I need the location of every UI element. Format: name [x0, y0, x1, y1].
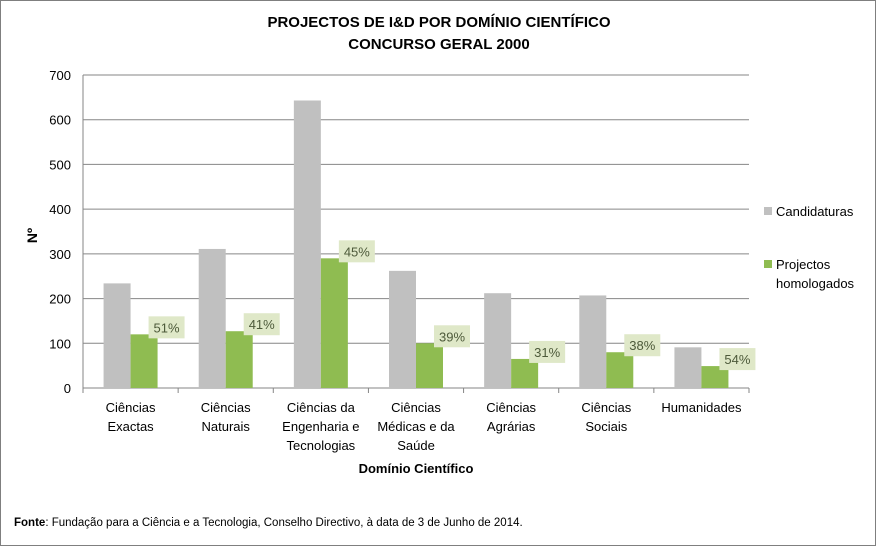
- data-label: 54%: [724, 352, 750, 367]
- x-category-label: Ciências da: [287, 400, 356, 415]
- x-category-label: Exactas: [107, 419, 154, 434]
- data-label-box: [529, 340, 566, 363]
- x-category-label: Agrárias: [487, 419, 536, 434]
- y-tick-label: 200: [49, 292, 71, 307]
- x-category-label: Ciências: [486, 400, 536, 415]
- source-text: : Fundação para a Ciência e a Tecnologia…: [45, 517, 523, 529]
- bar-projectos-homologados: [416, 343, 443, 388]
- x-category-label: Ciências: [391, 400, 441, 415]
- x-category-label: Saúde: [397, 438, 435, 453]
- data-label-box: [434, 325, 470, 348]
- bar-projectos-homologados: [320, 258, 348, 388]
- chart-title-line2: CONCURSO GERAL 2000: [348, 36, 530, 53]
- bar-candidaturas: [293, 100, 321, 388]
- bar-candidaturas: [389, 270, 416, 388]
- x-category-label: Ciências: [201, 400, 251, 415]
- data-label-box: [338, 240, 375, 263]
- legend-label: homologados: [776, 276, 855, 291]
- data-label-box: [148, 316, 185, 339]
- y-tick-label: 300: [49, 247, 71, 262]
- x-category-label: Ciências: [106, 400, 156, 415]
- y-tick-label: 100: [49, 336, 71, 351]
- bar-projectos-homologados: [606, 352, 634, 388]
- y-tick-label: 500: [49, 157, 71, 172]
- x-category-label: Naturais: [202, 419, 251, 434]
- y-tick-label: 0: [64, 381, 71, 396]
- bar-chart: 0 100 200 300 400 500 600 700 Nº 51% 41% 45% 39% 31% 3…: [24, 68, 855, 476]
- x-category-label: Engenharia e: [282, 419, 359, 434]
- legend-label: Candidaturas: [776, 204, 854, 219]
- data-label-box: [719, 348, 756, 371]
- bar-candidaturas: [198, 248, 226, 388]
- bar-projectos-homologados: [225, 331, 253, 388]
- data-label: 38%: [629, 338, 655, 353]
- x-category-label: Sociais: [585, 419, 627, 434]
- legend-label: Projectos: [776, 257, 831, 272]
- y-tick-label: 700: [49, 68, 71, 83]
- data-label: 41%: [249, 317, 275, 332]
- x-category-label: Médicas e da: [377, 419, 455, 434]
- bar-projectos-homologados: [701, 366, 729, 388]
- bar-candidaturas: [103, 283, 131, 388]
- bar-projectos-homologados: [511, 358, 539, 388]
- legend-swatch-0: [764, 207, 772, 215]
- bar-candidaturas: [579, 295, 607, 388]
- data-label-box: [624, 334, 661, 357]
- source-label: Fonte: [14, 517, 46, 529]
- data-label: 45%: [344, 244, 370, 259]
- bar-projectos-homologados: [130, 334, 158, 388]
- x-axis-label: Domínio Científico: [359, 461, 474, 476]
- data-label: 31%: [534, 345, 560, 360]
- y-tick-label: 400: [49, 202, 71, 217]
- y-axis-label: Nº: [24, 228, 40, 243]
- bar-candidaturas: [484, 293, 512, 388]
- data-label-box: [243, 313, 280, 336]
- data-label: 39%: [439, 329, 465, 344]
- legend-swatch-1: [764, 260, 772, 268]
- data-label: 51%: [154, 320, 180, 335]
- x-category-label: Ciências: [581, 400, 631, 415]
- source-note: Fonte: Fundação para a Ciência e a Tecno…: [14, 517, 523, 529]
- x-category-label: Humanidades: [661, 400, 742, 415]
- x-category-label: Tecnologias: [287, 438, 356, 453]
- bar-candidaturas: [674, 347, 702, 388]
- chart-title-line1: PROJECTOS DE I&D POR DOMÍNIO CIENTÍFICO: [267, 14, 611, 31]
- y-tick-label: 600: [49, 113, 71, 128]
